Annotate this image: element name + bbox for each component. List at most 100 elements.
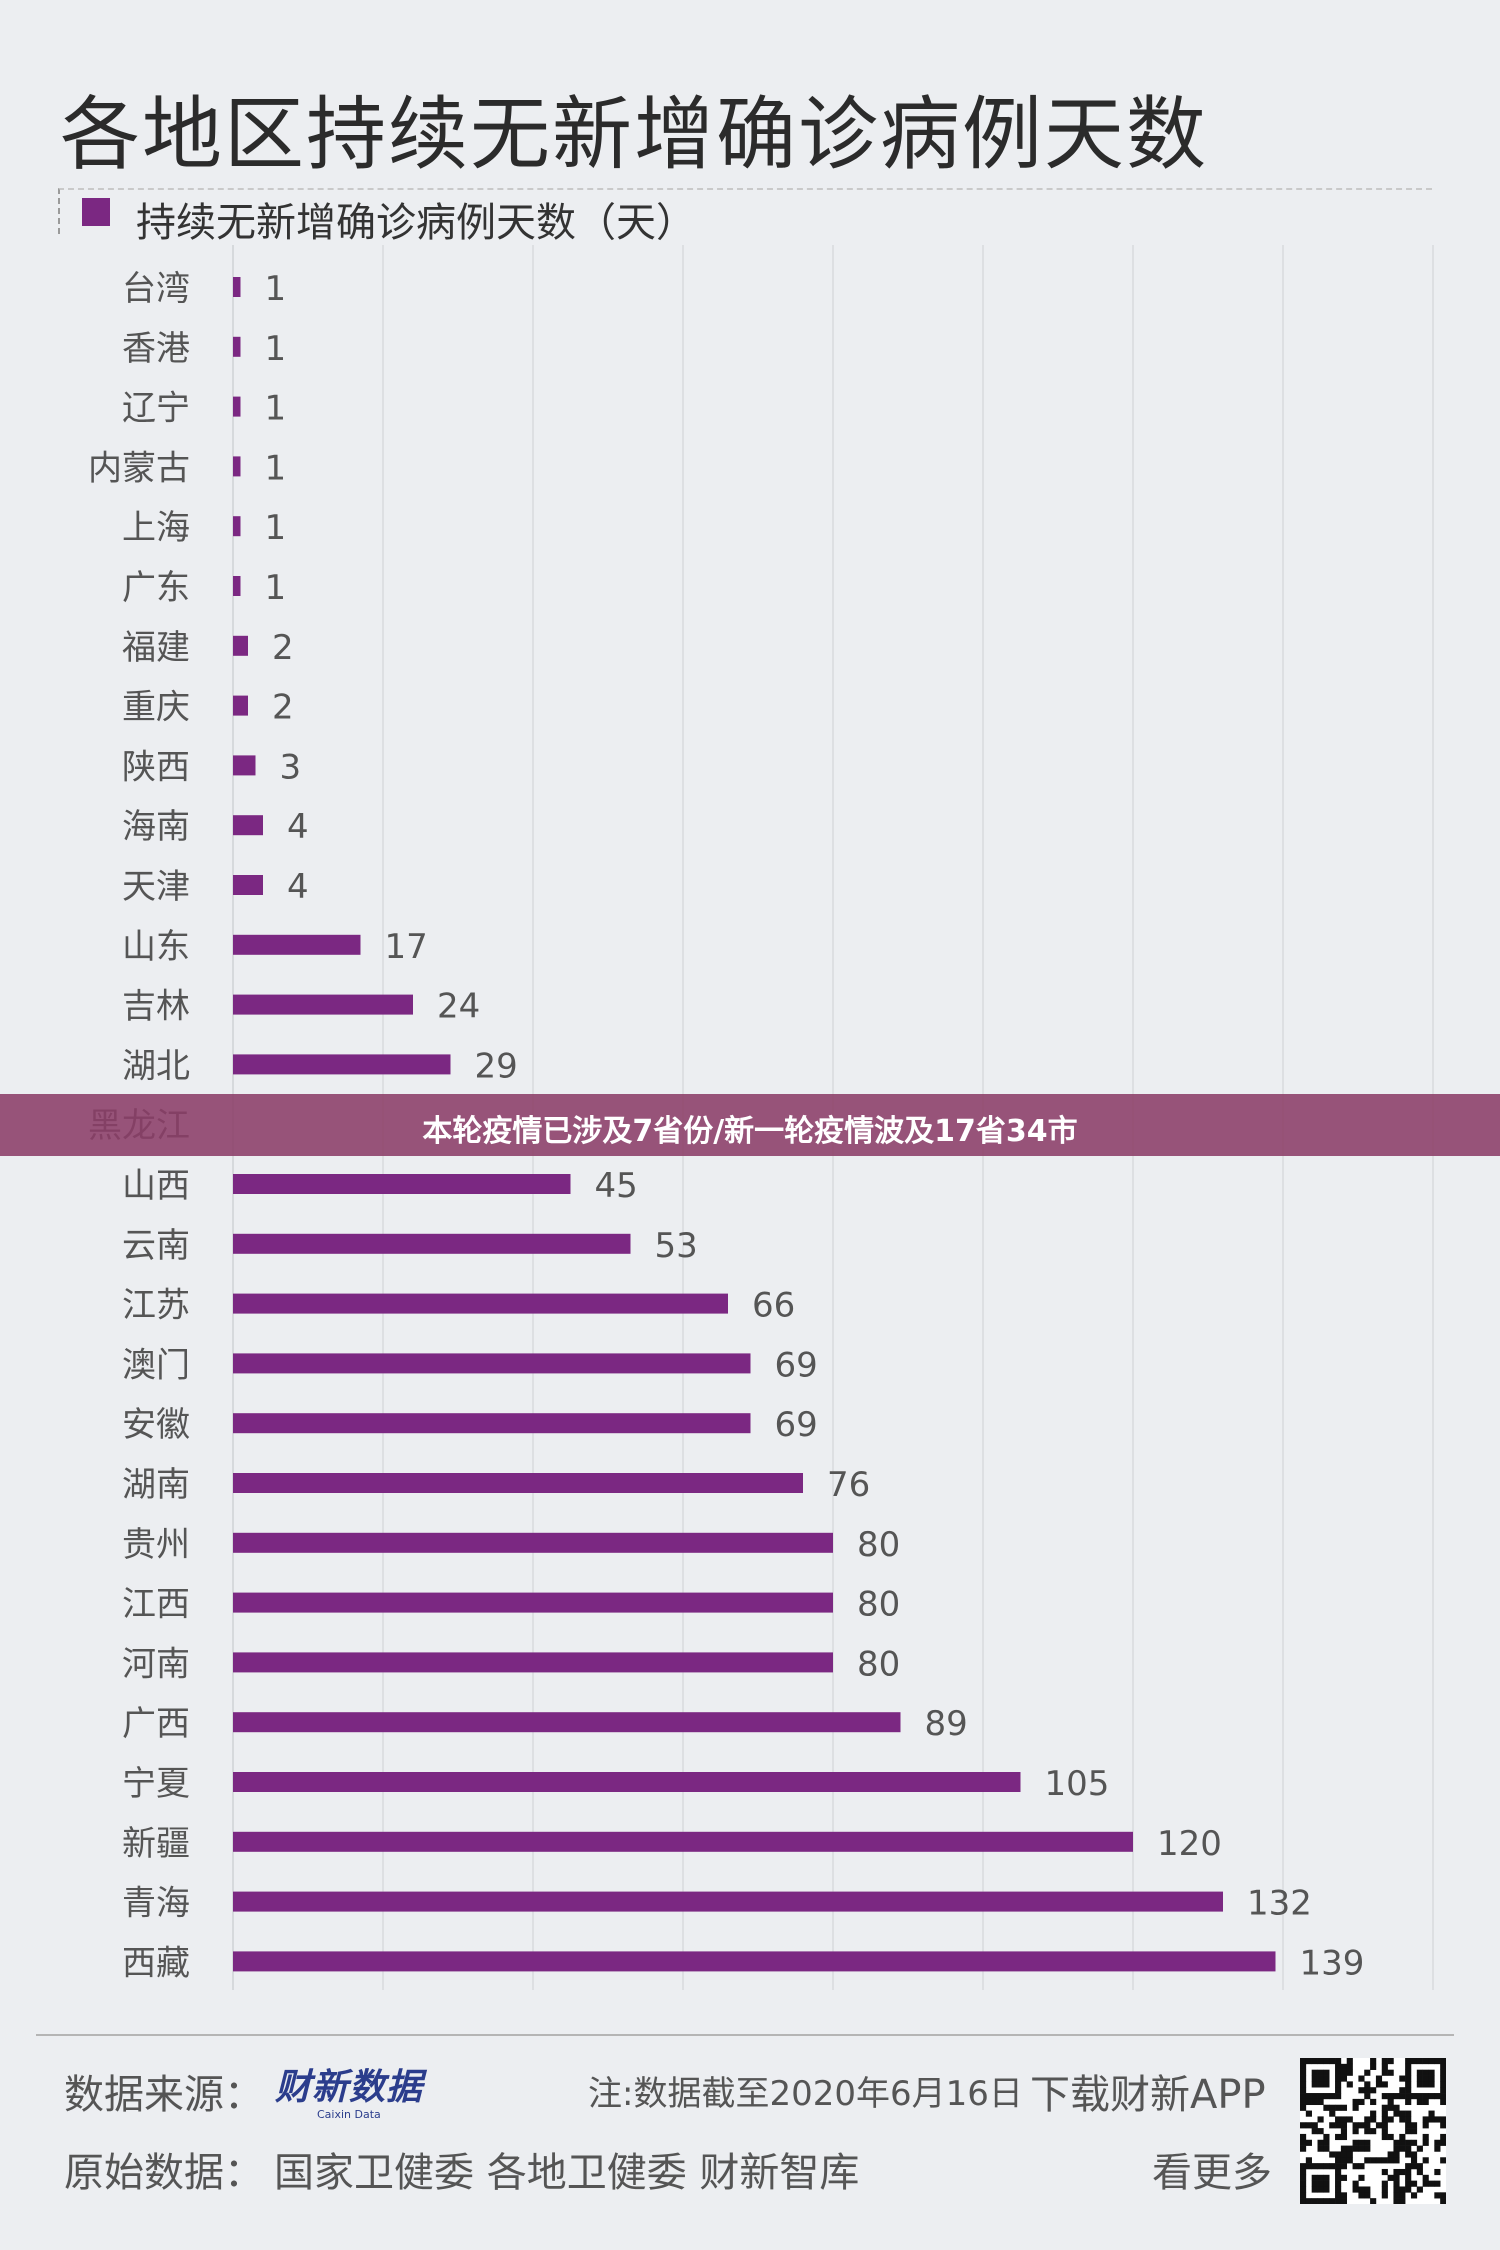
- bar[interactable]: [233, 1353, 751, 1374]
- category-label: 香港: [122, 329, 190, 369]
- value-label: 80: [857, 1585, 900, 1625]
- category-label: 上海: [122, 508, 190, 548]
- original-data-sources: 国家卫健委 各地卫健委 财新智库: [274, 2150, 860, 2196]
- category-label: 山西: [122, 1166, 190, 1206]
- category-label: 海南: [122, 807, 190, 847]
- category-label: 安徽: [122, 1405, 190, 1445]
- bar[interactable]: [233, 516, 241, 537]
- bar[interactable]: [233, 1293, 728, 1314]
- bar[interactable]: [233, 1174, 571, 1194]
- value-label: 1: [265, 269, 287, 309]
- value-label: 69: [775, 1405, 818, 1445]
- category-label: 台湾: [122, 269, 190, 309]
- bar[interactable]: [233, 1233, 631, 1254]
- category-label: 广东: [122, 568, 190, 608]
- bar[interactable]: [233, 875, 263, 895]
- bar[interactable]: [233, 1413, 751, 1434]
- value-label: 4: [287, 867, 309, 907]
- value-label: 17: [385, 927, 428, 967]
- category-label: 辽宁: [122, 389, 190, 429]
- banner-text: 本轮疫情已涉及7省份/新一轮疫情波及17省34市: [422, 1114, 1078, 1149]
- category-label: 河南: [122, 1644, 190, 1684]
- category-label: 澳门: [122, 1345, 190, 1385]
- bar[interactable]: [233, 1652, 833, 1673]
- category-label: 重庆: [122, 688, 190, 728]
- value-label: 105: [1045, 1764, 1110, 1804]
- value-label: 80: [857, 1644, 900, 1684]
- bar[interactable]: [233, 1891, 1223, 1912]
- download-app-text: 下载财新APP: [1030, 2072, 1266, 2118]
- bar[interactable]: [233, 1054, 451, 1075]
- value-label: 1: [265, 329, 287, 369]
- source-label: 数据来源：: [64, 2072, 264, 2118]
- category-label: 宁夏: [122, 1764, 190, 1804]
- bar[interactable]: [233, 1831, 1133, 1852]
- bar[interactable]: [233, 396, 241, 417]
- category-label: 广西: [122, 1704, 190, 1744]
- value-label: 2: [272, 628, 294, 668]
- category-label: 湖北: [122, 1046, 190, 1086]
- category-label: 吉林: [122, 987, 190, 1027]
- category-label: 新疆: [122, 1824, 190, 1864]
- value-label: 120: [1157, 1824, 1222, 1864]
- original-data-label: 原始数据：: [64, 2150, 264, 2196]
- bar[interactable]: [233, 277, 241, 297]
- bar[interactable]: [233, 635, 248, 656]
- qr-code-icon[interactable]: [1300, 2058, 1446, 2204]
- value-label: 4: [287, 807, 309, 847]
- value-label: 66: [752, 1286, 795, 1326]
- value-label: 1: [265, 568, 287, 608]
- legend: 持续无新增确诊病例天数（天）: [58, 188, 1432, 246]
- category-label: 青海: [122, 1884, 190, 1924]
- value-label: 132: [1247, 1884, 1312, 1924]
- logo-subtext: Caixin Data: [317, 2108, 381, 2121]
- category-label: 山东: [122, 927, 190, 967]
- bar[interactable]: [233, 1592, 833, 1613]
- category-label: 贵州: [122, 1525, 190, 1565]
- category-label: 天津: [122, 867, 190, 907]
- caixin-data-logo: 财新数据 Caixin Data: [275, 2058, 423, 2121]
- category-label: 云南: [122, 1226, 190, 1266]
- bar-chart: 台湾香港辽宁内蒙古上海广东福建重庆陕西海南天津山东吉林湖北黑龙江山西云南江苏澳门…: [88, 245, 1434, 1990]
- value-label: 76: [827, 1465, 870, 1505]
- value-label: 1: [265, 508, 287, 548]
- category-label: 内蒙古: [88, 448, 190, 488]
- category-label: 湖南: [122, 1465, 190, 1505]
- bar[interactable]: [233, 1951, 1276, 1972]
- value-label: 139: [1300, 1943, 1365, 1983]
- bar[interactable]: [233, 695, 248, 716]
- bar[interactable]: [233, 994, 413, 1015]
- bar[interactable]: [233, 336, 241, 357]
- value-label: 1: [265, 389, 287, 429]
- legend-swatch: [82, 198, 110, 226]
- value-label: 69: [775, 1345, 818, 1385]
- bar[interactable]: [233, 815, 263, 836]
- bar[interactable]: [233, 1473, 803, 1493]
- bar[interactable]: [233, 1772, 1021, 1792]
- category-label: 福建: [122, 628, 190, 668]
- see-more-text: 看更多: [1152, 2150, 1272, 2196]
- bar[interactable]: [233, 576, 241, 596]
- footer-divider: [36, 2034, 1454, 2036]
- bar[interactable]: [233, 1712, 901, 1733]
- value-label: 29: [475, 1046, 518, 1086]
- value-label: 45: [595, 1166, 638, 1206]
- value-label: 24: [437, 987, 480, 1027]
- logo-text: 财新数据: [275, 2067, 424, 2108]
- data-note: 注:数据截至2020年6月16日: [588, 2074, 1023, 2114]
- value-label: 80: [857, 1525, 900, 1565]
- value-label: 1: [265, 448, 287, 488]
- value-label: 3: [280, 747, 302, 787]
- value-label: 53: [655, 1226, 698, 1266]
- category-label: 江西: [122, 1585, 190, 1625]
- bar[interactable]: [233, 456, 241, 477]
- overlay-banner[interactable]: 本轮疫情已涉及7省份/新一轮疫情波及17省34市: [0, 1094, 1500, 1156]
- category-label: 江苏: [122, 1286, 190, 1326]
- bar[interactable]: [233, 755, 256, 776]
- category-label: 陕西: [122, 747, 190, 787]
- value-label: 2: [272, 688, 294, 728]
- legend-label: 持续无新增确诊病例天数（天）: [136, 200, 696, 246]
- bar[interactable]: [233, 1532, 833, 1553]
- chart-title: 各地区持续无新增确诊病例天数: [60, 88, 1208, 181]
- bar[interactable]: [233, 934, 361, 955]
